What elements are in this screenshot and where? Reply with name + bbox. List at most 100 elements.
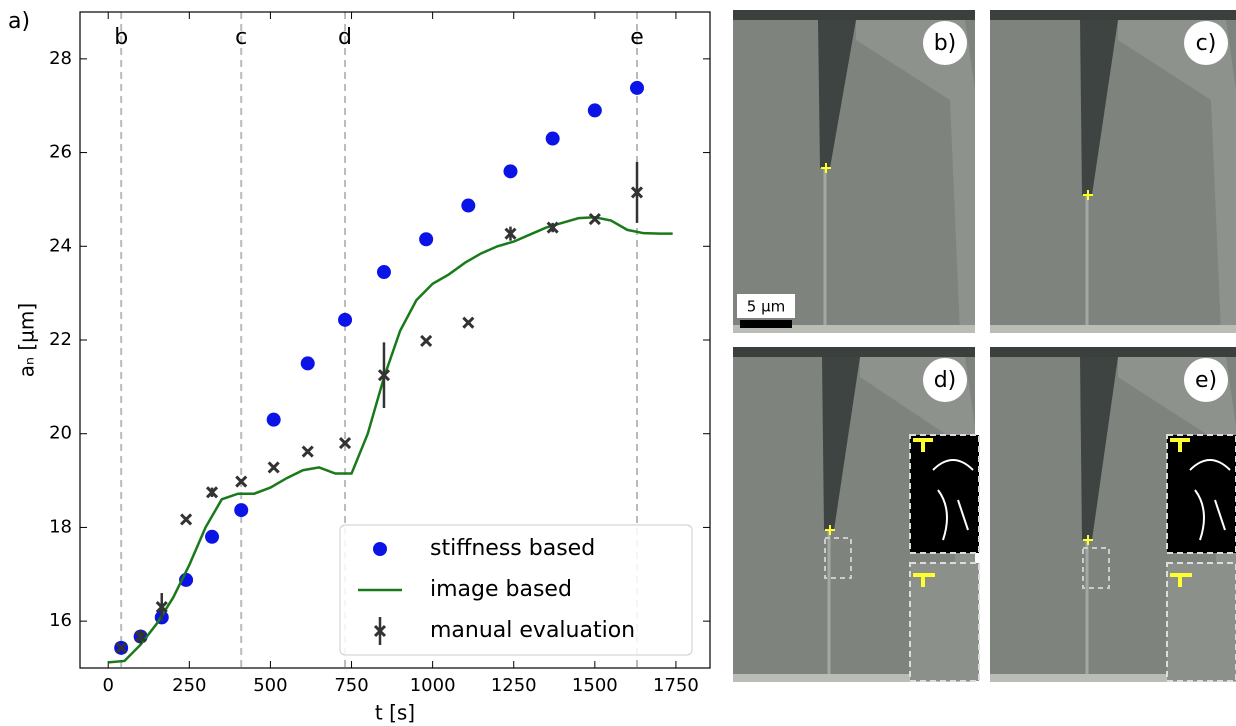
cross-glyph [338,437,352,450]
reference-label: b [114,25,128,50]
point [630,186,644,199]
panel-badge [1184,21,1228,65]
point [376,265,391,280]
micrograph-top [990,10,1236,20]
inset-lines [1189,459,1231,541]
y-tick-label: 22 [49,329,72,350]
point [205,486,219,499]
base [990,325,1236,333]
y-tick-label: 26 [49,142,72,163]
base [733,674,975,682]
reference-label: d [338,25,352,50]
point [420,334,433,347]
y-tick-label: 16 [49,610,72,631]
base [733,325,975,333]
legend-label: image based [430,577,572,602]
x-tick-label: 500 [253,675,287,696]
roi [824,537,852,579]
roi [1082,547,1110,589]
x-tick-label: 750 [334,675,368,696]
x-tick-label: 1500 [572,675,618,696]
legend-marker [373,624,387,638]
point [587,103,602,118]
x-tick-label: 250 [172,675,206,696]
inset-lines [932,459,974,541]
x-tick-label: 1750 [653,675,699,696]
point [155,601,168,614]
point [115,641,128,654]
point [419,232,434,247]
point [234,503,249,518]
y-axis-label: aₙ [µm] [15,303,39,377]
point [235,475,248,488]
cross-glyph [301,445,314,458]
point [134,630,147,643]
tip-marker [1083,190,1093,200]
scalebar [740,320,792,328]
x-tick-label: 1250 [491,675,537,696]
point [267,461,280,474]
notch [818,20,856,168]
cross-glyph [504,227,517,240]
point [266,412,281,427]
y-tick-label: 18 [49,516,72,537]
plot-frame [79,11,711,669]
panel-badge [1184,358,1228,402]
reference-label: c [235,25,247,50]
notch [1080,357,1118,540]
micrographs: b) c) d) e) 5 µm [733,10,1236,682]
panel-label: d) [934,368,957,393]
cross-glyph [115,641,128,654]
x-tick-label: 1000 [410,675,456,696]
point [205,529,220,544]
point [461,198,476,213]
notch [822,357,860,530]
point [300,356,315,371]
panel-label: e) [1195,368,1217,393]
micrograph-top [990,347,1236,357]
panel-badge [923,358,967,402]
cross-glyph [235,475,248,488]
panel-label: c) [1196,31,1217,56]
legend-box [339,524,693,656]
cross-glyph [377,369,391,382]
inset-image [909,562,980,682]
cross-glyph [205,486,219,499]
y-tick-label: 28 [49,48,72,69]
inset-marker [1170,438,1192,587]
point [462,316,475,329]
y-tick-label: 20 [49,423,72,444]
cross-glyph [134,630,147,643]
cross-glyph [588,213,601,226]
point [546,221,559,234]
cross-glyph [155,601,168,614]
legend-label: stiffness based [430,536,595,561]
point [301,445,314,458]
tip-marker [1083,535,1093,545]
x-tick-label: 0 [102,675,113,696]
x-axis-label: t [s] [375,701,415,725]
scalebar-bg [737,294,795,318]
notch [1080,20,1118,195]
point [503,164,518,179]
cross-glyph [630,186,644,199]
point [588,213,601,226]
scalebar-label: 5 µm [747,298,785,316]
cross-glyph [420,334,433,347]
point [338,437,352,450]
legend-marker [373,542,387,556]
panel-badge [923,21,967,65]
point [630,80,645,95]
panel-label: b) [934,31,957,56]
base [990,674,1236,682]
inset-marker [913,438,935,587]
cross-glyph [462,316,475,329]
line [108,215,673,664]
cross-glyph [373,624,387,638]
y-tick-label: 24 [49,235,72,256]
point [377,369,391,382]
micrograph-top [733,347,975,357]
legend-label: manual evaluation [430,618,635,643]
point [180,513,193,526]
